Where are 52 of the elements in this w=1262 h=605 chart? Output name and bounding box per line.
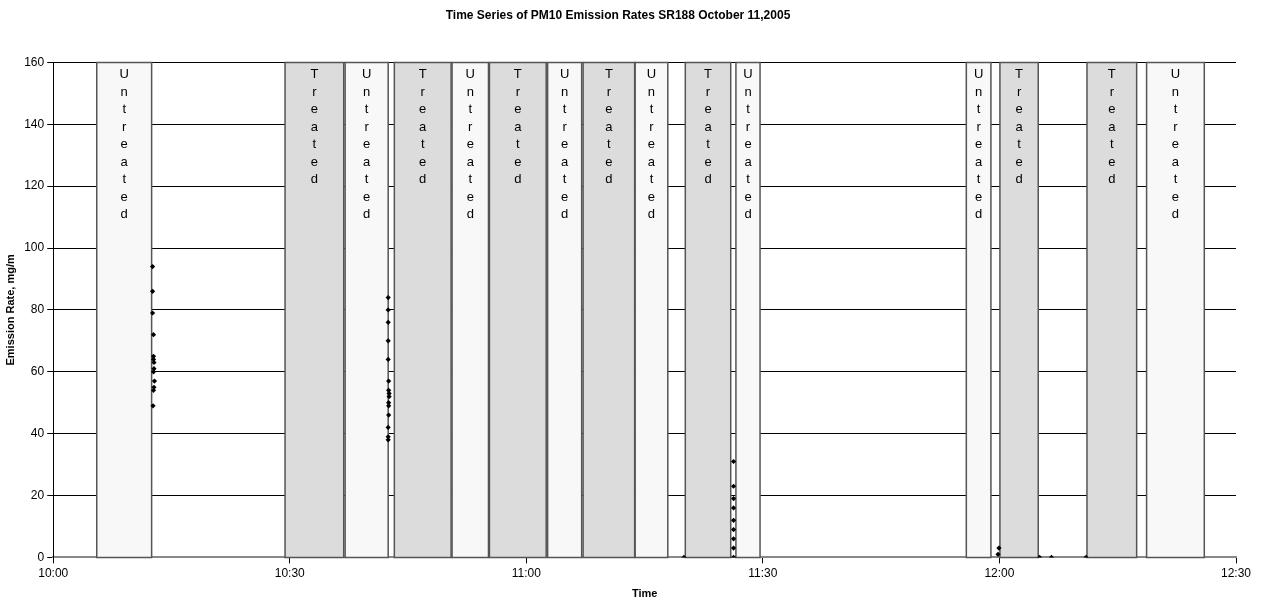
point xyxy=(385,319,391,325)
band-label: Treated xyxy=(310,66,319,187)
y-tick-label: 100 xyxy=(24,240,45,255)
point xyxy=(385,294,391,301)
x-tick-label: 11:00 xyxy=(511,565,542,580)
y-tick-label: 80 xyxy=(30,302,45,317)
text: Untreated xyxy=(559,66,570,222)
point xyxy=(149,263,156,270)
y-axis-title: Emission Rate, mg/m xyxy=(3,254,16,366)
text: Untreated xyxy=(973,66,984,222)
y-tick-label: 120 xyxy=(24,178,45,193)
text: Untreated xyxy=(119,66,129,222)
text: Untreated xyxy=(743,66,753,222)
point xyxy=(730,517,737,523)
y-tick-label: 140 xyxy=(24,116,45,131)
band-label: Treated xyxy=(704,66,713,187)
point xyxy=(730,526,737,533)
band-label: Treated xyxy=(1107,66,1117,187)
point xyxy=(151,378,158,384)
text: Untreated xyxy=(1170,66,1181,222)
x-tick-label: 12:30 xyxy=(1220,565,1252,580)
x-tick-label: 11:30 xyxy=(748,565,778,580)
chart-title: Time Series of PM10 Emission Rates SR188 October 11,2005 xyxy=(445,7,791,22)
point xyxy=(150,332,157,338)
point xyxy=(151,359,157,366)
y-tick-label: 0 xyxy=(37,549,45,564)
point xyxy=(730,496,737,502)
band-label: Treated xyxy=(418,66,428,187)
x-tick-label: 12:00 xyxy=(984,565,1015,580)
point xyxy=(386,412,392,418)
point xyxy=(149,310,156,316)
y-tick-label: 60 xyxy=(30,364,45,379)
point xyxy=(385,424,391,431)
point xyxy=(730,505,737,511)
point xyxy=(385,356,391,362)
band-label: Treated xyxy=(513,66,523,187)
y-tick-label: 160 xyxy=(24,54,45,69)
point xyxy=(730,483,737,489)
point xyxy=(730,545,737,551)
point xyxy=(730,536,737,542)
band-label: Treated xyxy=(604,66,614,187)
x-tick-label: 10:30 xyxy=(274,565,306,580)
y-tick-label: 20 xyxy=(30,487,45,502)
band-label: Treated xyxy=(1015,66,1024,187)
text: Untreated xyxy=(465,66,475,222)
point xyxy=(149,288,156,294)
x-axis-title: Time xyxy=(631,587,658,600)
x-tick-label: 10:00 xyxy=(38,565,69,580)
point xyxy=(730,458,737,465)
text: Untreated xyxy=(646,66,657,222)
text: Untreated xyxy=(361,66,372,222)
y-tick-label: 40 xyxy=(30,425,45,440)
